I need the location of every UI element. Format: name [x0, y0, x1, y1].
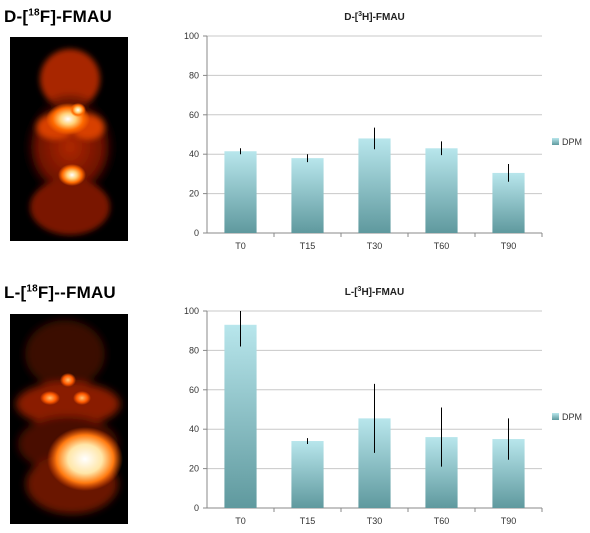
pet-scan-image-top: [10, 37, 128, 241]
top-pet-label-isotope: 18: [28, 7, 40, 19]
top-chart-svg: D-[3H]-FMAU 0 20 40 60 80 100 T0 T15 T30 T60 T90 DPM: [184, 11, 582, 251]
chart0-xtick-label-T60: T60: [434, 241, 450, 251]
chart1-xtick-label-T60: T60: [434, 516, 450, 526]
chart0-ytick-label: 0: [194, 228, 199, 238]
chart0-bar-T90: [492, 172, 525, 233]
chart0-xtick-label-T30: T30: [367, 241, 383, 251]
chart0-ytick-label: 40: [189, 149, 199, 159]
chart0-xtick-label-T0: T0: [235, 241, 246, 251]
chart1-xtick-label-T0: T0: [235, 516, 246, 526]
chart1-xtick-label-T15: T15: [300, 516, 316, 526]
top-chart: D-[3H]-FMAU 0 20 40 60 80 100 T0 T15 T30 T60 T90 DPM: [160, 0, 590, 255]
chart0-xtick-label-T90: T90: [501, 241, 517, 251]
chart0-bar-T30: [358, 138, 391, 233]
chart1-ytick-label: 60: [189, 385, 199, 395]
chart0-ytick-label: 100: [184, 31, 199, 41]
bottom-pet-label-suffix: F]--FMAU: [37, 283, 116, 302]
chart1-title: L-[3H]-FMAU: [345, 286, 404, 298]
chart1-xtick-label-T30: T30: [367, 516, 383, 526]
chart0-legend-label: DPM: [562, 137, 582, 147]
bottom-chart-svg: L-[3H]-FMAU 0 20 40 60 80 100 T0 T15 T30 T60 T90 DPM: [184, 286, 582, 526]
bottom-pet-label: L-[18F]--FMAU: [4, 283, 116, 303]
chart1-ytick-label: 40: [189, 424, 199, 434]
chart0-bar-T15: [291, 158, 324, 233]
top-pet-label-suffix: F]-FMAU: [39, 7, 112, 26]
chart0-title: D-[3H]-FMAU: [344, 11, 405, 23]
chart1-legend-swatch: [552, 413, 559, 420]
chart1-ytick-label: 20: [189, 464, 199, 474]
chart1-bar-T0: [224, 324, 257, 508]
chart0-xtick-label-T15: T15: [300, 241, 316, 251]
bottom-pet-image: [10, 314, 128, 524]
bottom-chart: L-[3H]-FMAU 0 20 40 60 80 100 T0 T15 T30 T60 T90 DPM: [160, 275, 590, 530]
chart0-ytick-label: 20: [189, 189, 199, 199]
chart1-xtick-label-T90: T90: [501, 516, 517, 526]
chart0-bar-T0: [224, 151, 257, 233]
bottom-pet-label-prefix: L-[: [4, 283, 27, 302]
chart1-ytick-label: 100: [184, 306, 199, 316]
pet-scan-image-bottom: [10, 314, 128, 524]
chart0-bar-T60: [425, 148, 458, 233]
top-pet-label-prefix: D-[: [4, 7, 29, 26]
chart0-ytick-label: 60: [189, 110, 199, 120]
chart1-ytick-label: 80: [189, 345, 199, 355]
chart0-ytick-label: 80: [189, 70, 199, 80]
top-pet-label: D-[18F]-FMAU: [4, 7, 112, 27]
top-pet-image: [10, 37, 128, 241]
chart1-legend-label: DPM: [562, 412, 582, 422]
chart1-bar-T15: [291, 441, 324, 508]
chart1-ytick-label: 0: [194, 503, 199, 513]
bottom-pet-label-isotope: 18: [26, 283, 38, 295]
chart0-legend-swatch: [552, 138, 559, 145]
